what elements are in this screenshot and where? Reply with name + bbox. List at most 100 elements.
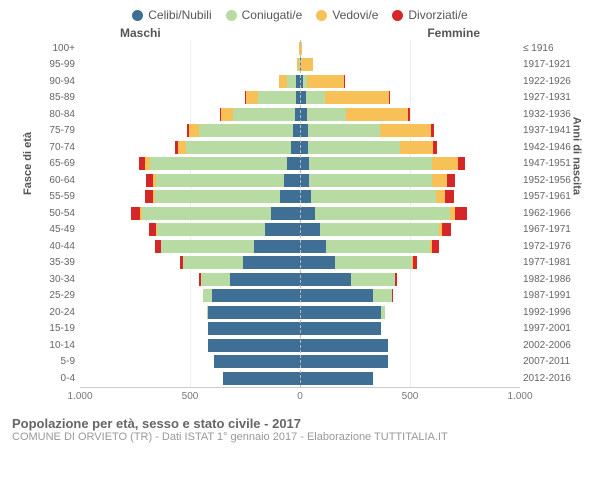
legend-item: Vedovi/e — [316, 8, 378, 22]
year-label: 2007-2011 — [523, 356, 575, 367]
year-label: 2002-2006 — [523, 340, 575, 351]
female-half — [300, 240, 520, 253]
bar-segment — [212, 289, 300, 302]
bar-segment — [150, 157, 286, 170]
year-label: 1947-1951 — [523, 158, 575, 169]
bar-segment — [161, 240, 253, 253]
female-half — [300, 108, 520, 121]
bar-segment — [271, 207, 300, 220]
bar-segment — [300, 240, 326, 253]
year-label: 1952-1956 — [523, 175, 575, 186]
year-label: 1932-1936 — [523, 109, 575, 120]
year-label: 1967-1971 — [523, 224, 575, 235]
bar-segment — [145, 190, 153, 203]
bar-segment — [221, 108, 233, 121]
bar-segment — [445, 190, 454, 203]
age-label: 85-89 — [30, 92, 75, 103]
bar-segment — [287, 157, 300, 170]
legend-dot — [316, 10, 327, 21]
male-half — [80, 42, 300, 55]
bar-segment — [233, 108, 295, 121]
age-label: 10-14 — [30, 340, 75, 351]
chart-container: Celibi/NubiliConiugati/eVedovi/eDivorzia… — [0, 0, 600, 500]
age-label: 40-44 — [30, 241, 75, 252]
legend-dot — [226, 10, 237, 21]
bar-segment — [351, 273, 395, 286]
legend-label: Celibi/Nubili — [148, 8, 211, 22]
year-label: 1927-1931 — [523, 92, 575, 103]
age-label: 20-24 — [30, 307, 75, 318]
male-half — [80, 273, 300, 286]
bar-segment — [442, 223, 451, 236]
bar-segment — [400, 141, 433, 154]
year-label: 1972-1976 — [523, 241, 575, 252]
male-half — [80, 141, 300, 154]
male-half — [80, 75, 300, 88]
bar-segment — [436, 190, 445, 203]
age-label: 25-29 — [30, 290, 75, 301]
bar-segment — [413, 256, 417, 269]
bar-segment — [432, 174, 447, 187]
female-half — [300, 223, 520, 236]
age-label: 70-74 — [30, 142, 75, 153]
bar-segment — [284, 174, 301, 187]
bar-segment — [389, 91, 390, 104]
bar-segment — [300, 124, 308, 137]
bar-segment — [189, 124, 199, 137]
female-half — [300, 306, 520, 319]
male-half — [80, 306, 300, 319]
year-label: 1962-1966 — [523, 208, 575, 219]
x-tick: 1.000 — [507, 391, 532, 402]
bar-segment — [186, 141, 292, 154]
age-label: 50-54 — [30, 208, 75, 219]
footer-subtitle: COMUNE DI ORVIETO (TR) - Dati ISTAT 1° g… — [12, 431, 588, 443]
bar-segment — [431, 124, 434, 137]
bar-segment — [300, 355, 388, 368]
year-label: 1997-2001 — [523, 323, 575, 334]
age-label: 95-99 — [30, 59, 75, 70]
bar-segment — [432, 157, 458, 170]
female-half — [300, 157, 520, 170]
female-half — [300, 75, 520, 88]
female-half — [300, 207, 520, 220]
age-label: 30-34 — [30, 274, 75, 285]
bar-segment — [308, 124, 381, 137]
bar-segment — [335, 256, 412, 269]
bar-segment — [306, 91, 326, 104]
year-label: 1937-1941 — [523, 125, 575, 136]
bar-segment — [392, 289, 393, 302]
female-label: Femmine — [427, 26, 480, 40]
x-tick: 1.000 — [67, 391, 92, 402]
bar-segment — [291, 141, 300, 154]
legend-label: Vedovi/e — [332, 8, 378, 22]
female-half — [300, 91, 520, 104]
bar-segment — [279, 75, 287, 88]
bar-segment — [300, 372, 373, 385]
bar-segment — [208, 306, 300, 319]
bar-segment — [142, 207, 272, 220]
male-half — [80, 58, 300, 71]
age-label: 15-19 — [30, 323, 75, 334]
year-label: 1982-1986 — [523, 274, 575, 285]
female-half — [300, 141, 520, 154]
bar-segment — [230, 273, 300, 286]
bar-segment — [381, 306, 384, 319]
female-half — [300, 42, 520, 55]
female-half — [300, 174, 520, 187]
bar-segment — [243, 256, 300, 269]
year-label: 1977-1981 — [523, 257, 575, 268]
bar-segment — [149, 223, 156, 236]
year-label: 1957-1961 — [523, 191, 575, 202]
bar-segment — [300, 256, 335, 269]
bar-segment — [311, 190, 436, 203]
age-label: 35-39 — [30, 257, 75, 268]
bar-segment — [280, 190, 300, 203]
male-half — [80, 190, 300, 203]
bar-segment — [254, 240, 300, 253]
legend-dot — [392, 10, 403, 21]
bar-segment — [308, 141, 400, 154]
male-half — [80, 240, 300, 253]
male-half — [80, 339, 300, 352]
bar-segment — [300, 207, 315, 220]
chart-area: Fasce di età Anni di nascita 100+≤ 19169… — [30, 40, 570, 410]
